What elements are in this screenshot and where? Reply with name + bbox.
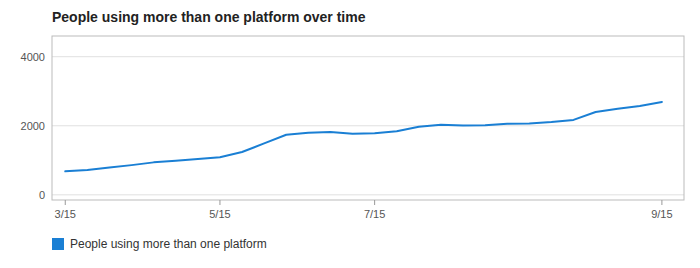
plot-area xyxy=(65,102,662,171)
x-tick xyxy=(661,200,662,205)
y-tick-label: 0 xyxy=(39,189,45,201)
x-tick-label: 7/15 xyxy=(364,208,385,220)
x-tick-label: 3/15 xyxy=(55,208,76,220)
title: People using more than one platform over… xyxy=(52,9,366,25)
x-tick-label: 5/15 xyxy=(209,208,230,220)
x-tick xyxy=(374,200,375,205)
chart-container: People using more than one platform over… xyxy=(0,0,700,268)
grid-line xyxy=(52,194,684,195)
y-tick-label: 2000 xyxy=(21,120,45,132)
legend-swatch xyxy=(52,238,64,250)
legend-label: People using more than one platform xyxy=(70,237,267,251)
x-tick xyxy=(219,200,220,205)
plot-frame xyxy=(52,36,684,200)
x-tick-label: 9/15 xyxy=(651,208,672,220)
line-series xyxy=(65,102,662,171)
x-tick xyxy=(65,200,66,205)
grid-line xyxy=(52,125,684,126)
y-tick-label: 4000 xyxy=(21,51,45,63)
grid xyxy=(52,57,684,195)
grid-line xyxy=(52,56,684,57)
chart-svg: People using more than one platform over… xyxy=(0,0,700,268)
legend: People using more than one platform xyxy=(52,237,267,251)
